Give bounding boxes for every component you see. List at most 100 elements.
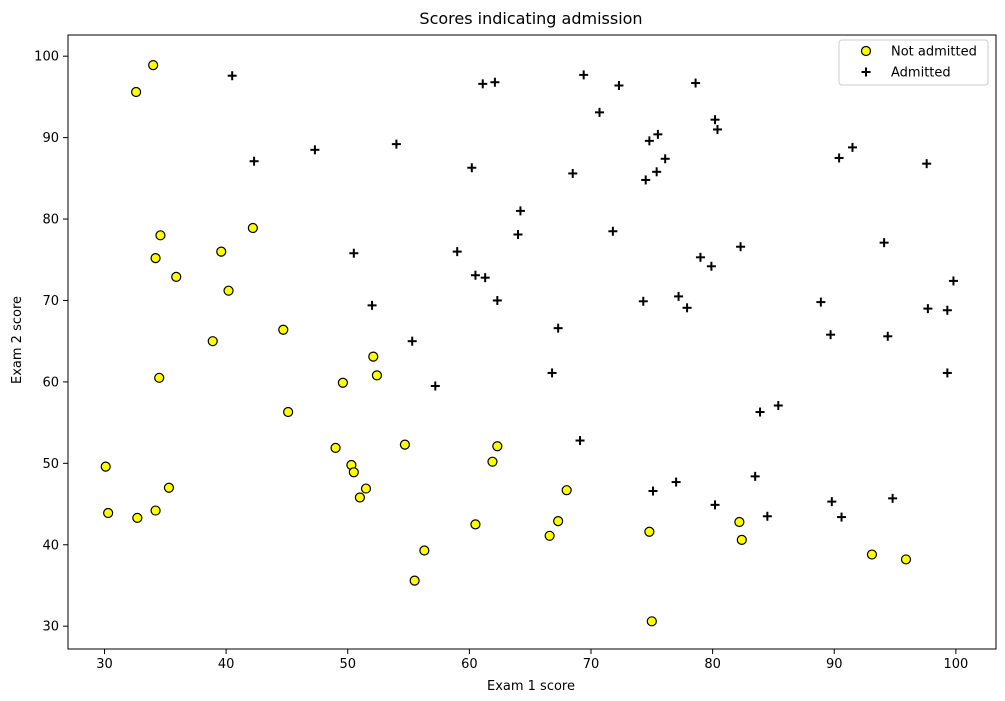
y-tick-label: 70: [42, 294, 59, 309]
admitted-point: [644, 136, 654, 146]
not-admitted-point: [553, 516, 564, 527]
x-tick-label: 40: [218, 657, 235, 672]
y-tick-label: 30: [42, 620, 59, 635]
not-admitted-point: [399, 439, 411, 450]
admitted-point: [227, 71, 237, 81]
not-admitted-point: [278, 324, 289, 335]
y-tick-label: 100: [34, 50, 59, 65]
admitted-point: [492, 295, 502, 305]
not-admitted-point: [736, 534, 747, 545]
admitted-point: [923, 304, 933, 314]
admitted-point: [653, 129, 663, 139]
admitted-point: [750, 471, 760, 481]
admitted-point: [948, 276, 958, 286]
not-admitted-point: [216, 246, 227, 257]
admitted-point: [826, 330, 836, 340]
admitted-point: [883, 331, 893, 341]
x-tick-label: 90: [826, 657, 843, 672]
admitted-point: [691, 78, 701, 88]
not-admitted-point: [409, 575, 420, 586]
not-admitted-point: [330, 442, 341, 453]
admitted-point: [407, 336, 417, 346]
legend-box: [838, 39, 989, 86]
not-admitted-point: [103, 507, 114, 519]
admitted-point: [660, 154, 670, 164]
not-admitted-point: [348, 467, 359, 478]
admitted-point: [755, 407, 765, 417]
admitted-point: [547, 368, 557, 378]
not-admitted-point: [354, 492, 366, 503]
legend-marker-admitted: [861, 67, 871, 77]
admitted-point: [648, 486, 658, 496]
admitted-point: [614, 80, 624, 90]
not-admitted-point: [207, 336, 218, 347]
x-tick-label: 50: [339, 657, 356, 672]
not-admitted-point: [132, 512, 143, 523]
admitted-point: [430, 381, 440, 391]
legend: Not admitted Admitted: [838, 39, 989, 86]
admitted-point: [467, 163, 477, 173]
admitted-point: [349, 248, 359, 258]
not-admitted-point: [561, 485, 572, 496]
admitted-point: [710, 115, 720, 125]
not-admitted-point: [223, 285, 234, 296]
admitted-point: [470, 270, 480, 280]
not-admitted-point: [487, 456, 498, 467]
x-tick-label: 30: [96, 657, 113, 672]
not-admitted-point: [371, 370, 383, 381]
admitted-point: [674, 291, 684, 301]
y-axis-title: Exam 2 score: [10, 296, 25, 384]
admitted-point: [847, 142, 857, 152]
y-tick-label: 80: [42, 213, 59, 228]
not-admitted-point: [100, 461, 111, 472]
admitted-point: [671, 477, 681, 487]
admitted-point: [827, 497, 837, 507]
admitted-point: [942, 368, 952, 378]
admitted-point: [553, 323, 563, 333]
not-admitted-point: [734, 516, 745, 528]
axes-frame: [67, 34, 997, 650]
not-admitted-point: [163, 482, 175, 493]
admitted-point: [762, 511, 772, 521]
admitted-point: [452, 247, 462, 257]
admitted-point: [942, 305, 952, 315]
admitted-point: [513, 230, 523, 240]
admitted-point: [879, 238, 889, 248]
not-admitted-point: [150, 505, 161, 516]
not-admitted-point: [492, 441, 503, 452]
admitted-point: [695, 252, 705, 262]
not-admitted-point: [283, 406, 294, 418]
admitted-point: [888, 493, 898, 503]
admitted-point: [641, 175, 651, 185]
admitted-point: [579, 70, 589, 80]
admitted-point: [736, 242, 746, 252]
not-admitted-point: [247, 222, 258, 234]
y-tick-label: 50: [42, 457, 59, 472]
admitted-point: [682, 303, 692, 313]
not-admitted-point: [360, 483, 372, 494]
not-admitted-point: [148, 60, 159, 71]
not-admitted-point: [150, 253, 161, 264]
y-tick-label: 40: [42, 538, 59, 553]
legend-marker-not-admitted: [860, 45, 872, 57]
admitted-point: [480, 273, 490, 283]
not-admitted-point: [900, 554, 912, 565]
x-tick-label: 70: [583, 657, 600, 672]
admitted-point: [712, 124, 722, 134]
chart-title: Scores indicating admission: [419, 9, 642, 28]
not-admitted-point: [337, 377, 348, 388]
x-tick-label: 80: [704, 657, 721, 672]
y-tick-label: 60: [42, 375, 59, 390]
not-admitted-point: [866, 549, 878, 560]
not-admitted-point: [171, 271, 182, 282]
admitted-point: [367, 300, 377, 310]
admitted-point: [310, 145, 320, 155]
x-axis-title: Exam 1 score: [487, 679, 575, 694]
not-admitted-point: [644, 526, 655, 537]
legend-label: Admitted: [891, 66, 951, 81]
not-admitted-point: [646, 616, 657, 627]
legend-label: Not admitted: [891, 45, 977, 60]
admitted-point: [595, 107, 605, 117]
